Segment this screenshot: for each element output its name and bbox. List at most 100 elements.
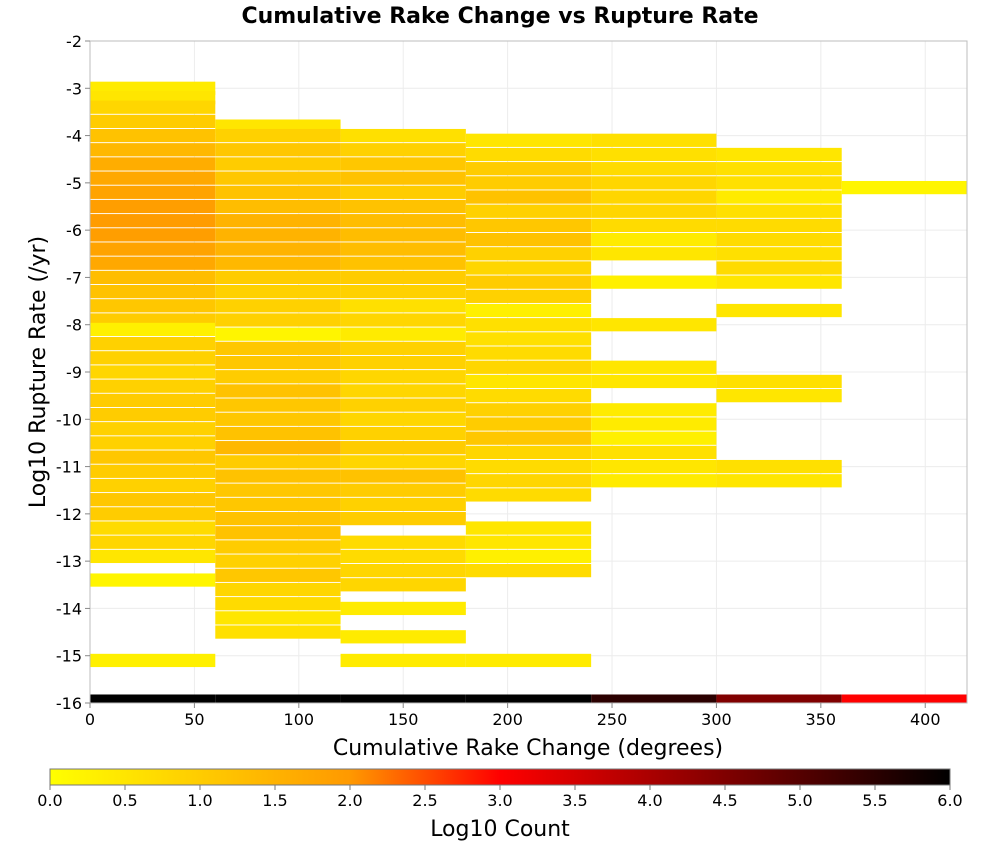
- heatmap-cell: [465, 275, 592, 289]
- heatmap-cell: [340, 171, 466, 185]
- heatmap-cell: [340, 199, 466, 214]
- heatmap-cell: [716, 232, 842, 247]
- heatmap-cell: [340, 412, 466, 426]
- heatmap-cell: [90, 521, 216, 535]
- heatmap-cell: [90, 114, 216, 129]
- y-tick-label: -5: [66, 174, 82, 193]
- heatmap-cell: [465, 133, 592, 147]
- heatmap-cell: [215, 313, 341, 327]
- heatmap-cell: [90, 157, 216, 171]
- heatmap-cell: [591, 417, 717, 431]
- heatmap-cell: [90, 493, 216, 507]
- heatmap-cell: [215, 483, 341, 497]
- heatmap-cell: [465, 162, 592, 176]
- heatmap-cell: [215, 426, 341, 441]
- heatmap-cell: [340, 441, 466, 455]
- heatmap-cell: [340, 143, 466, 157]
- heatmap-cell: [90, 573, 216, 587]
- heatmap-cell: [90, 171, 216, 185]
- heatmap-cell: [215, 625, 341, 639]
- x-axis-ticks: 0 50 100 150 200 250 300 350 400: [85, 703, 941, 729]
- heatmap-cell: [465, 247, 592, 261]
- heatmap-cell: [716, 389, 842, 403]
- heatmap-cell: [340, 327, 466, 341]
- heatmap-cell: [465, 389, 592, 403]
- heatmap-cell: [591, 360, 717, 374]
- heatmap-cell: [465, 232, 592, 247]
- heatmap-cell: [465, 563, 592, 578]
- heatmap-cell: [90, 284, 216, 299]
- heatmap-cell: [90, 507, 216, 521]
- heatmap-cell: [340, 185, 466, 199]
- heatmap-cell: [591, 204, 717, 218]
- heatmap-cell: [90, 322, 216, 337]
- heatmap-cell: [591, 247, 717, 261]
- heatmap-cell: [465, 459, 592, 474]
- heatmap-cell: [90, 214, 216, 228]
- heatmap-cell: [465, 147, 592, 162]
- heatmap-cell: [591, 133, 717, 147]
- heatmap-cell: [340, 469, 466, 483]
- heatmap-cell: [215, 582, 341, 597]
- heatmap-cell: [90, 256, 216, 270]
- heatmap-cell: [591, 445, 717, 460]
- heatmap-cell: [215, 694, 341, 703]
- heatmap-cell: [465, 535, 592, 549]
- y-tick-label: -3: [66, 79, 82, 98]
- heatmap-cell: [215, 412, 341, 426]
- heatmap-cell: [215, 284, 341, 299]
- x-tick-label: 150: [388, 710, 419, 729]
- y-tick-label: -14: [56, 599, 82, 618]
- heatmap-cell: [716, 261, 842, 275]
- heatmap-cell: [215, 270, 341, 285]
- heatmap-cell: [215, 185, 341, 199]
- heatmap-cell: [215, 455, 341, 469]
- y-tick-label: -15: [56, 647, 82, 666]
- heatmap-cell: [340, 535, 466, 549]
- heatmap-cell: [591, 694, 717, 703]
- heatmap-cell: [215, 597, 341, 611]
- x-tick-label: 300: [701, 710, 732, 729]
- heatmap-cell: [215, 511, 341, 526]
- heatmap-cell: [841, 694, 967, 703]
- heatmap-cell: [465, 403, 592, 417]
- heatmap-cell: [340, 214, 466, 228]
- heatmap-cell: [340, 384, 466, 398]
- heatmap-cell: [215, 214, 341, 228]
- heatmap-cell: [215, 256, 341, 270]
- heatmap-cell: [465, 431, 592, 445]
- heatmap-cell: [340, 601, 466, 616]
- heatmap-cell: [90, 422, 216, 436]
- heatmap-cell: [340, 549, 466, 564]
- heatmap-cell: [215, 242, 341, 256]
- heatmap-cell: [716, 176, 842, 190]
- heatmap-cell: [215, 327, 341, 341]
- heatmap-cell: [340, 630, 466, 644]
- heatmap-cell: [215, 398, 341, 412]
- heatmap-cell: [465, 417, 592, 431]
- heatmap-cell: [465, 261, 592, 275]
- heatmap-cell: [465, 204, 592, 218]
- heatmap-cell: [90, 185, 216, 199]
- chart-title: Cumulative Rake Change vs Rupture Rate: [241, 4, 758, 29]
- heatmap-cell: [215, 171, 341, 185]
- colorbar-tick-label: 0.5: [112, 791, 137, 810]
- heatmap-cell: [465, 653, 592, 668]
- heatmap-cell: [90, 100, 216, 114]
- heatmap-cell: [90, 379, 216, 393]
- heatmap-cell: [340, 299, 466, 313]
- heatmap-cell: [340, 157, 466, 171]
- heatmap-cell: [716, 147, 842, 162]
- heatmap-cell: [591, 403, 717, 417]
- colorbar-tick-label: 3.0: [487, 791, 512, 810]
- heatmap-cell: [90, 549, 216, 564]
- heatmap-cell: [340, 694, 466, 703]
- y-tick-label: -10: [56, 410, 82, 429]
- colorbar-tick-label: 2.0: [337, 791, 362, 810]
- heatmap-cell: [90, 143, 216, 157]
- heatmap-cell: [215, 341, 341, 355]
- heatmap-cell: [716, 275, 842, 289]
- colorbar-tick-label: 2.5: [412, 791, 437, 810]
- heatmap-cell: [591, 374, 717, 389]
